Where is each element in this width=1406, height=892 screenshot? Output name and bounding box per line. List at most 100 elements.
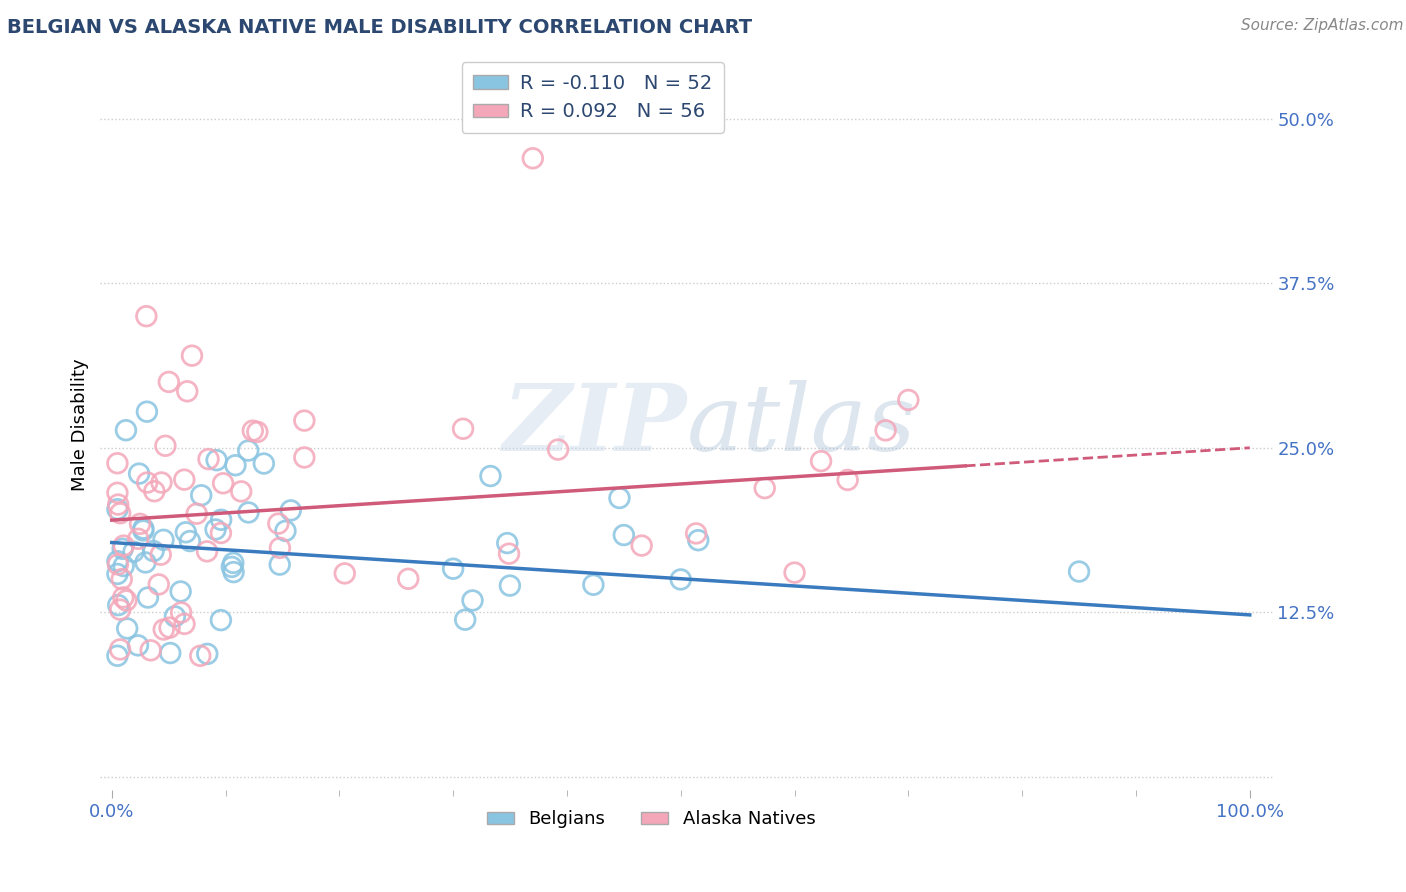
Point xyxy=(186,507,208,521)
Point xyxy=(108,506,131,520)
Point xyxy=(547,442,569,457)
Point xyxy=(253,457,276,471)
Point xyxy=(292,414,315,428)
Point xyxy=(188,648,211,663)
Point xyxy=(179,534,201,549)
Point xyxy=(231,484,253,499)
Point xyxy=(107,566,129,581)
Point xyxy=(242,424,264,438)
Point xyxy=(127,638,149,652)
Point xyxy=(136,405,159,419)
Point xyxy=(246,425,269,439)
Point xyxy=(498,547,520,561)
Point xyxy=(139,643,162,657)
Point xyxy=(108,642,131,657)
Point xyxy=(136,591,159,605)
Point xyxy=(496,536,519,550)
Point xyxy=(112,539,135,553)
Point xyxy=(163,609,186,624)
Point xyxy=(195,544,218,558)
Point xyxy=(152,533,174,547)
Point xyxy=(115,593,138,607)
Point xyxy=(810,454,832,468)
Point xyxy=(238,506,260,520)
Point xyxy=(107,485,129,500)
Point xyxy=(174,525,197,540)
Point xyxy=(224,458,246,473)
Point xyxy=(280,503,302,517)
Point xyxy=(176,384,198,399)
Point xyxy=(609,491,631,505)
Point xyxy=(115,423,138,437)
Point xyxy=(157,375,180,389)
Point xyxy=(132,524,155,538)
Point xyxy=(173,473,195,487)
Point xyxy=(333,566,356,581)
Point xyxy=(107,598,129,612)
Text: BELGIAN VS ALASKA NATIVE MALE DISABILITY CORRELATION CHART: BELGIAN VS ALASKA NATIVE MALE DISABILITY… xyxy=(7,18,752,37)
Point xyxy=(122,545,145,559)
Point xyxy=(107,502,129,516)
Text: Source: ZipAtlas.com: Source: ZipAtlas.com xyxy=(1240,18,1403,33)
Point xyxy=(274,524,297,538)
Point xyxy=(396,572,419,586)
Point xyxy=(173,616,195,631)
Point xyxy=(190,488,212,502)
Point xyxy=(148,577,170,591)
Legend: Belgians, Alaska Natives: Belgians, Alaska Natives xyxy=(479,803,823,836)
Point xyxy=(222,556,245,570)
Point xyxy=(181,349,204,363)
Point xyxy=(875,423,897,437)
Point xyxy=(221,560,243,574)
Point xyxy=(454,613,477,627)
Point xyxy=(195,647,218,661)
Point xyxy=(150,475,173,490)
Point xyxy=(111,541,134,556)
Point xyxy=(112,591,135,605)
Point xyxy=(205,453,228,467)
Point xyxy=(461,593,484,607)
Point xyxy=(107,498,129,512)
Point xyxy=(269,541,291,555)
Text: atlas: atlas xyxy=(686,380,915,470)
Point xyxy=(143,484,166,499)
Point xyxy=(112,559,135,574)
Point xyxy=(136,475,159,490)
Point xyxy=(630,539,652,553)
Point xyxy=(107,456,129,470)
Point xyxy=(441,562,464,576)
Point xyxy=(149,548,172,562)
Point xyxy=(212,476,235,491)
Point xyxy=(267,516,290,531)
Point xyxy=(127,532,149,546)
Point xyxy=(169,584,191,599)
Point xyxy=(479,469,502,483)
Point xyxy=(204,523,226,537)
Point xyxy=(688,533,710,548)
Point xyxy=(1067,565,1090,579)
Point xyxy=(107,554,129,568)
Point xyxy=(155,439,177,453)
Point xyxy=(837,473,859,487)
Point xyxy=(582,578,605,592)
Point xyxy=(754,481,776,495)
Point xyxy=(107,558,129,572)
Point xyxy=(292,450,315,465)
Point xyxy=(209,513,232,527)
Point xyxy=(135,309,157,323)
Point xyxy=(108,602,131,616)
Point xyxy=(897,392,920,407)
Point xyxy=(685,526,707,541)
Point xyxy=(222,565,245,579)
Point xyxy=(134,556,156,570)
Point xyxy=(209,613,232,627)
Point xyxy=(269,558,291,572)
Point xyxy=(152,623,174,637)
Point xyxy=(159,621,181,635)
Point xyxy=(669,573,692,587)
Point xyxy=(522,151,544,165)
Point xyxy=(238,443,260,458)
Point xyxy=(142,544,165,558)
Point xyxy=(129,516,152,531)
Point xyxy=(115,622,138,636)
